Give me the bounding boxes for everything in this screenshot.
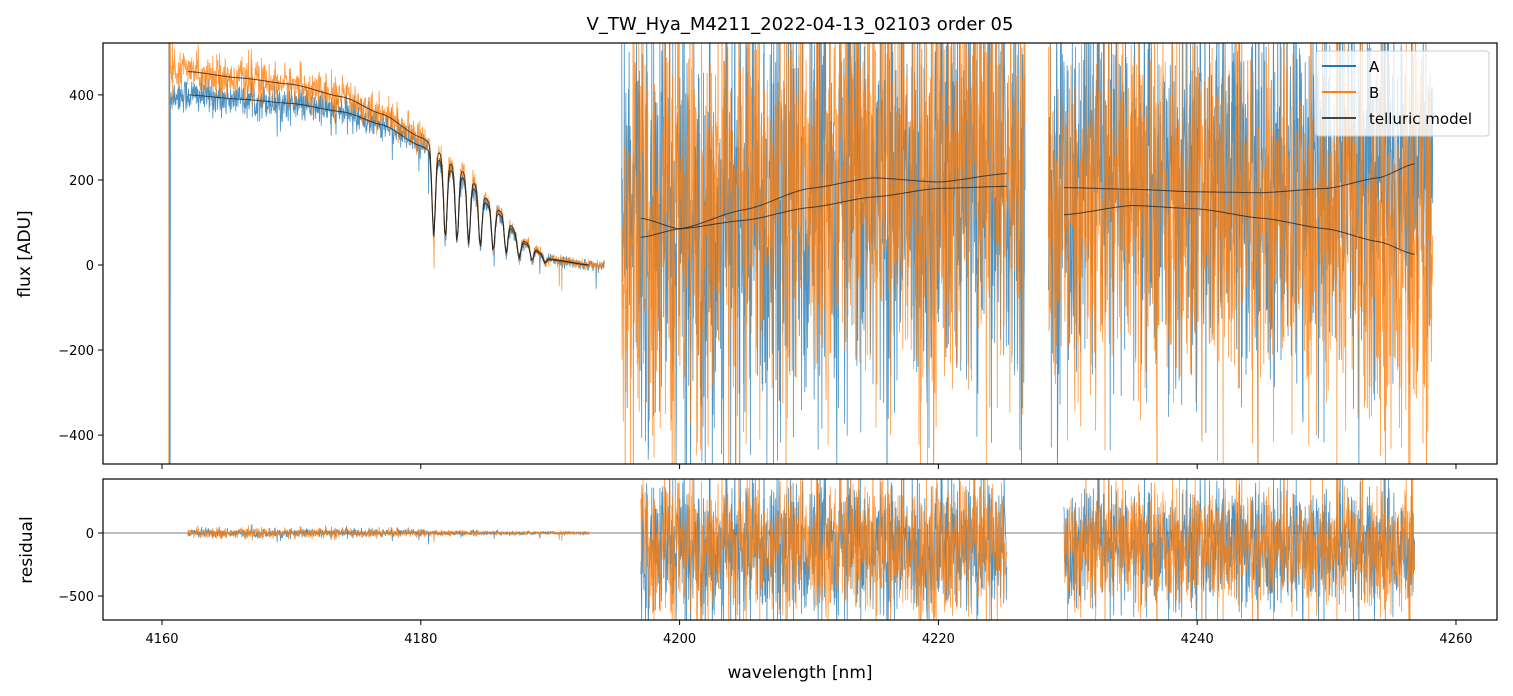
flux-line-B (1048, 43, 1434, 464)
telluric-model-line (1063, 205, 1415, 255)
telluric-model-line (640, 173, 1007, 238)
x-tick-label: 4260 (1439, 632, 1472, 647)
telluric-model-line (187, 71, 590, 266)
residual-axes-frame (102, 478, 1498, 621)
x-tick-label: 4240 (1181, 632, 1214, 647)
flux-axes-frame (102, 42, 1498, 465)
x-tick-label: 4180 (404, 632, 437, 647)
chart-title: V_TW_Hya_M4211_2022-04-13_02103 order 05 (587, 14, 1014, 35)
residual-line-B (1063, 479, 1415, 620)
flux-ylabel: flux [ADU] (15, 210, 35, 297)
y-tick-label: −200 (58, 344, 94, 359)
residual-ylabel: residual (17, 516, 37, 583)
flux-plot-area (168, 43, 1434, 464)
residual-line-B (187, 524, 590, 543)
x-tick-label: 4200 (663, 632, 696, 647)
residual-line-B (640, 479, 1008, 620)
residual-plot-area (103, 479, 1497, 620)
xlabel: wavelength [nm] (727, 663, 872, 683)
x-tick-label: 4160 (145, 632, 178, 647)
y-tick-label: 0 (86, 259, 94, 274)
flux-line-A (621, 43, 1026, 464)
flux-line-B (168, 43, 605, 464)
y-tick-label: 400 (69, 89, 94, 104)
y-tick-label: −500 (58, 590, 94, 605)
legend: A B telluric model (1315, 50, 1490, 137)
y-tick-label: −400 (58, 429, 94, 444)
y-tick-label: 200 (69, 174, 94, 189)
legend-label-model: telluric model (1369, 110, 1472, 128)
flux-line-B (621, 43, 1026, 464)
legend-label-A: A (1369, 58, 1380, 76)
legend-label-B: B (1369, 84, 1379, 102)
telluric-model-line (640, 185, 1007, 230)
y-tick-label: 0 (86, 527, 94, 542)
telluric-model-line (1063, 163, 1415, 194)
x-tick-label: 4220 (922, 632, 955, 647)
